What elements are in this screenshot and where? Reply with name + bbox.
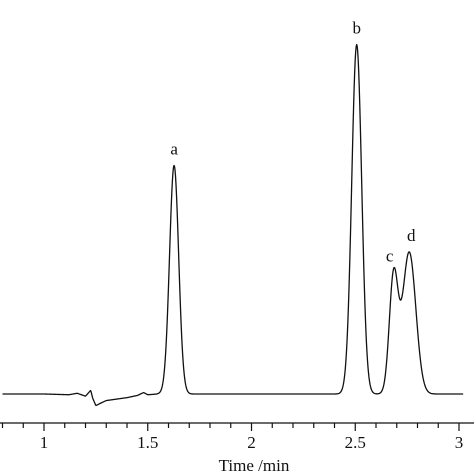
peak-label-b: b xyxy=(352,19,361,38)
x-axis-title: Time /min xyxy=(219,456,290,474)
peak-labels: a b cd xyxy=(170,19,416,266)
x-tick-label: 3 xyxy=(455,433,464,452)
x-tick-label: 2 xyxy=(247,433,256,452)
peak-label-a: a xyxy=(170,139,178,158)
x-tick-label: 2.5 xyxy=(345,433,366,452)
x-tick-label: 1 xyxy=(40,433,49,452)
peak-label-d: d xyxy=(407,226,416,245)
peak-label-c: c xyxy=(386,247,394,266)
x-axis-ticks: 1 1.5 2 2.5 3 xyxy=(1,423,464,452)
x-tick-label: 1.5 xyxy=(137,433,158,452)
chromatogram-trace xyxy=(2,43,464,407)
